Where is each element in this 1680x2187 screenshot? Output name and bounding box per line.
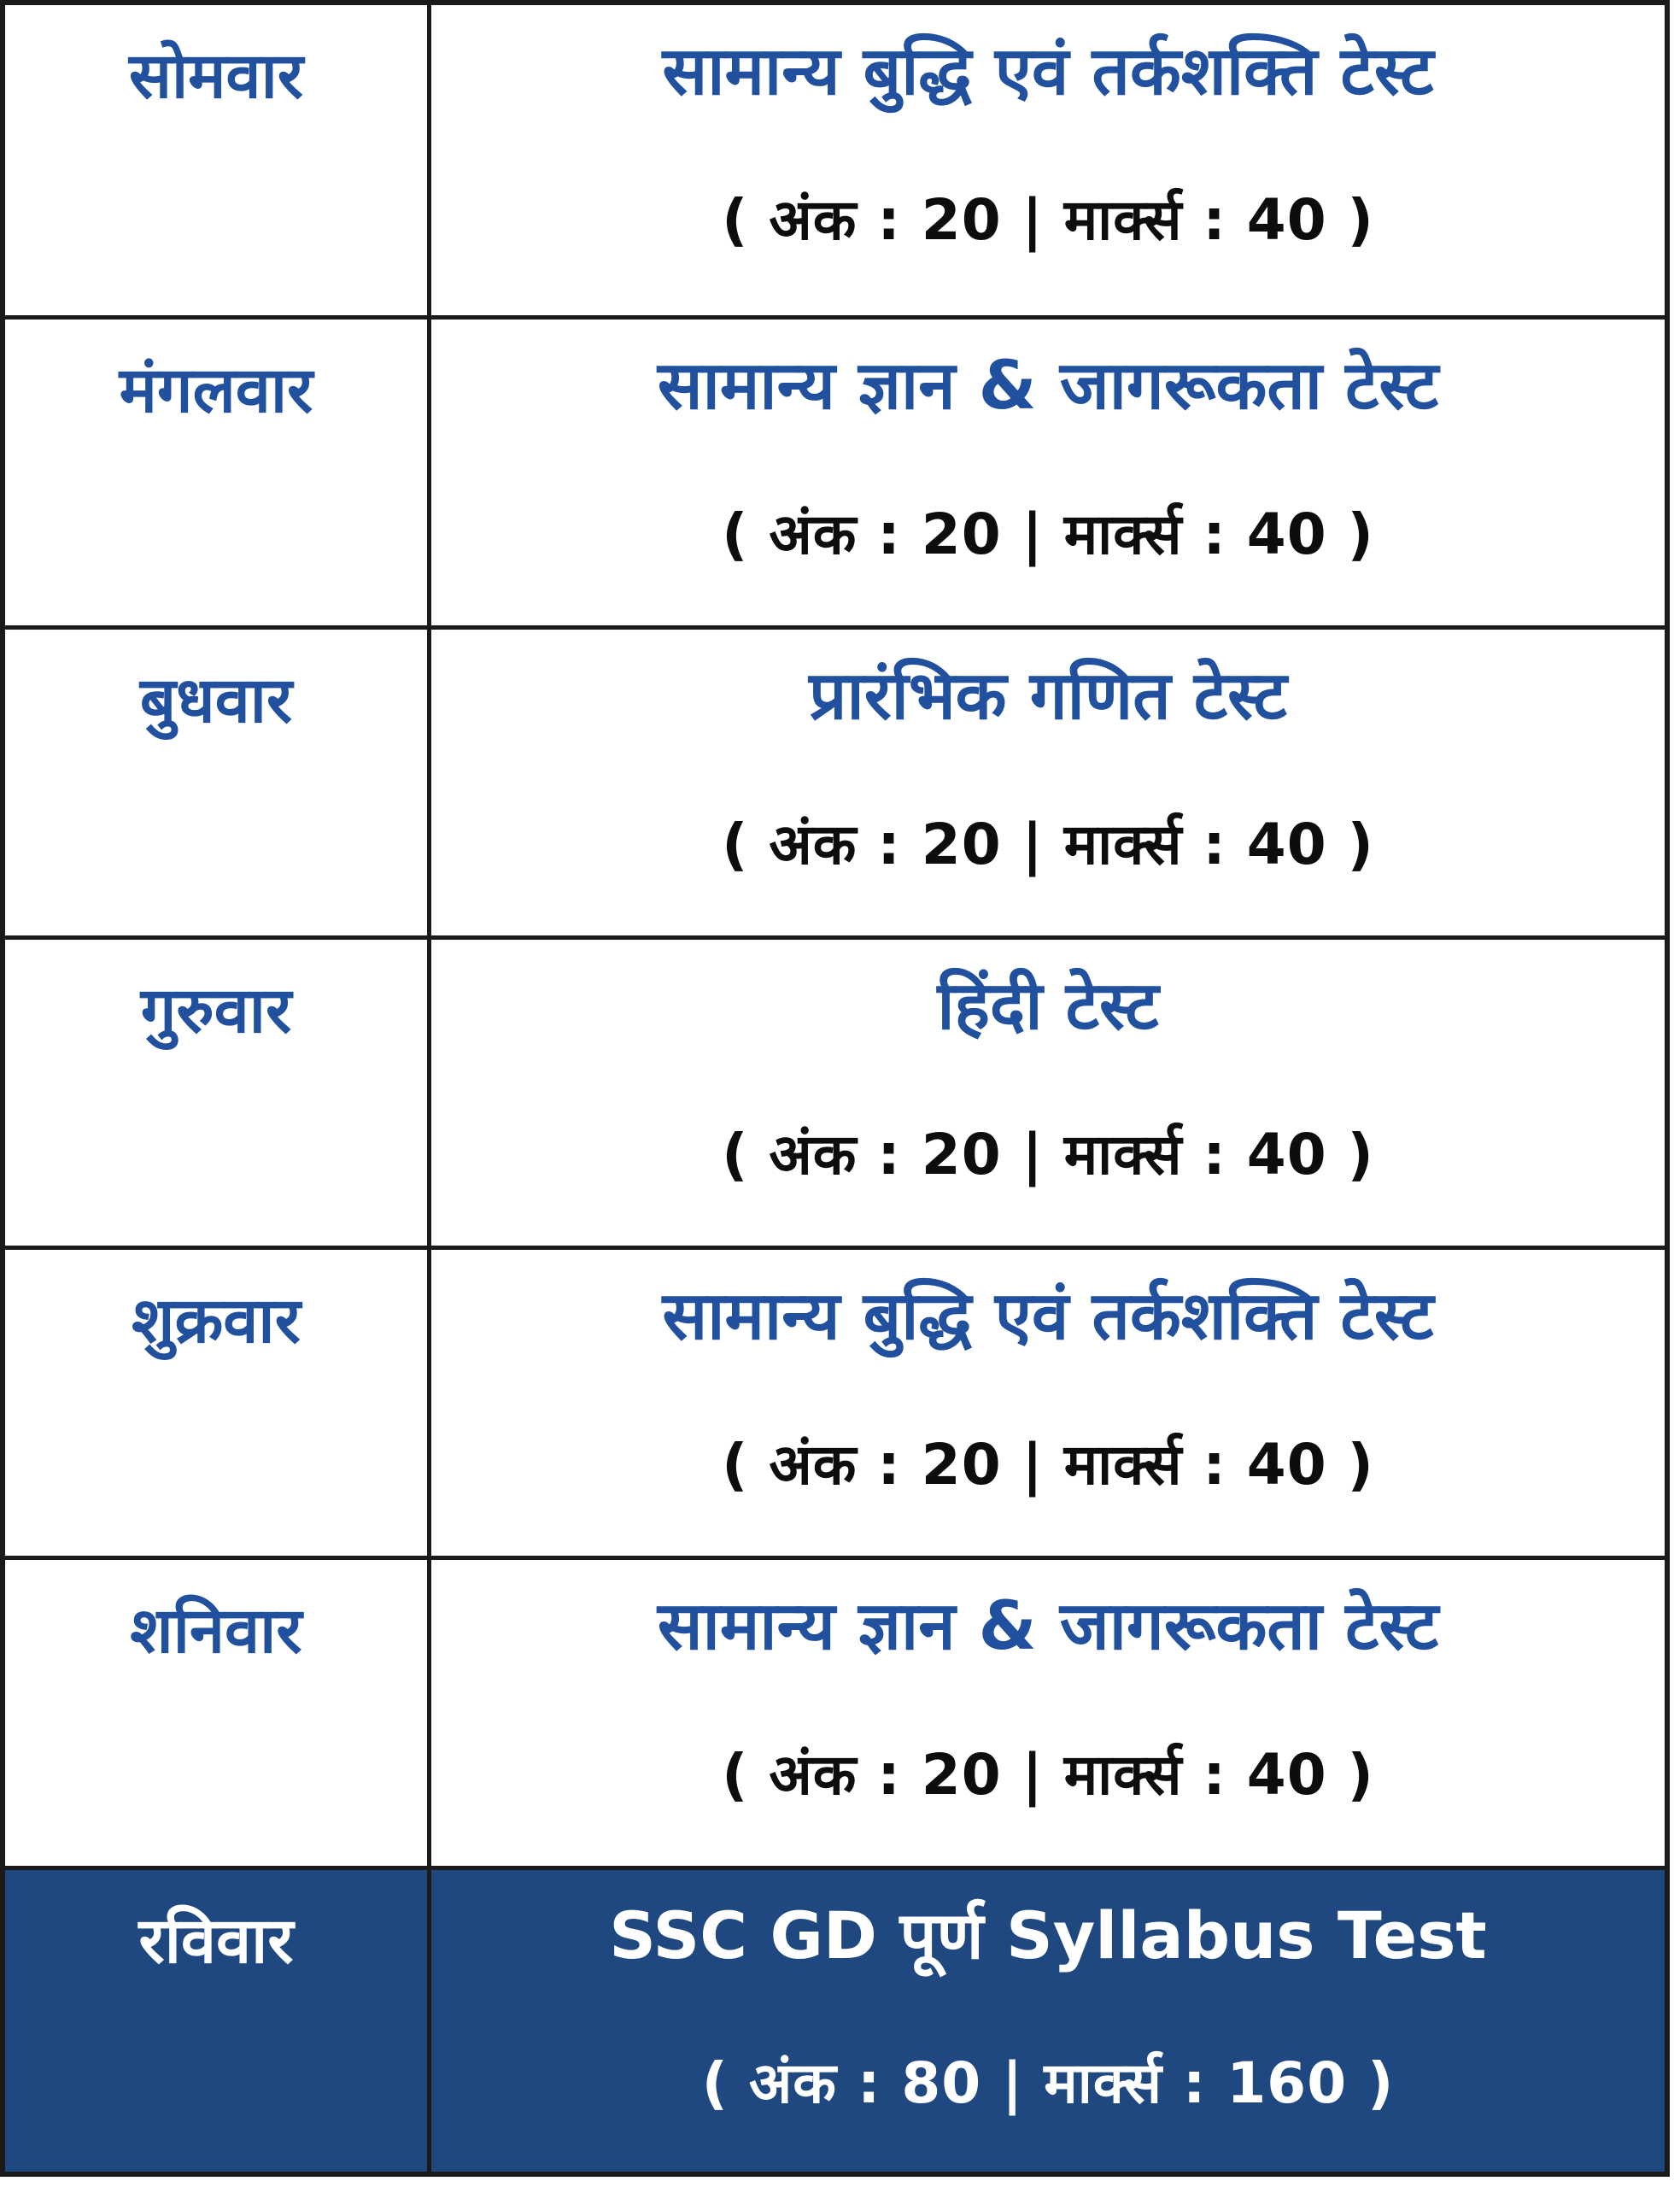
day-cell: रविवार [5,1870,431,2172]
test-title: हिंदी टेस्ट [937,968,1159,1045]
table-row: शनिवार सामान्य ज्ञान & जागरूकता टेस्ट ( … [5,1556,1665,1866]
table-row: गुरुवार हिंदी टेस्ट ( अंक : 20 | मार्क्स… [5,935,1665,1246]
table-row: शुक्रवार सामान्य बुद्धि एवं तर्कशक्ति टे… [5,1246,1665,1556]
test-title: सामान्य बुद्धि एवं तर्कशक्ति टेस्ट [662,33,1434,110]
test-cell: SSC GD पूर्ण Syllabus Test ( अंक : 80 | … [431,1870,1665,2172]
test-marks: ( अंक : 80 | मार्क्स : 160 ) [701,2049,1395,2116]
day-label: गुरुवार [140,974,292,1047]
test-marks: ( अंक : 20 | मार्क्स : 40 ) [722,812,1374,878]
test-marks: ( अंक : 20 | मार्क्स : 40 ) [722,1742,1374,1809]
day-cell: मंगलवार [5,320,431,625]
table-row: मंगलवार सामान्य ज्ञान & जागरूकता टेस्ट (… [5,315,1665,625]
test-cell: सामान्य ज्ञान & जागरूकता टेस्ट ( अंक : 2… [431,320,1665,625]
test-marks: ( अंक : 20 | मार्क्स : 40 ) [722,1122,1374,1188]
day-label: रविवार [138,1904,294,1978]
day-label: सोमवार [128,39,304,113]
test-marks: ( अंक : 20 | मार्क्स : 40 ) [722,187,1374,254]
test-marks: ( अंक : 20 | मार्क्स : 40 ) [722,501,1374,568]
test-marks: ( अंक : 20 | मार्क्स : 40 ) [722,1432,1374,1498]
table-row: सोमवार सामान्य बुद्धि एवं तर्कशक्ति टेस्… [5,5,1665,315]
day-label: मंगलवार [119,354,313,427]
day-cell: गुरुवार [5,940,431,1246]
test-cell: प्रारंभिक गणित टेस्ट ( अंक : 20 | मार्क्… [431,630,1665,935]
test-title: प्रारंभिक गणित टेस्ट [809,658,1287,735]
test-cell: सामान्य बुद्धि एवं तर्कशक्ति टेस्ट ( अंक… [431,1250,1665,1556]
day-cell: सोमवार [5,5,431,315]
table-row: बुधवार प्रारंभिक गणित टेस्ट ( अंक : 20 |… [5,625,1665,935]
test-cell: सामान्य ज्ञान & जागरूकता टेस्ट ( अंक : 2… [431,1560,1665,1866]
day-cell: शुक्रवार [5,1250,431,1556]
day-label: शनिवार [130,1594,302,1668]
day-label: बुधवार [139,664,293,737]
test-title: सामान्य ज्ञान & जागरूकता टेस्ट [657,348,1439,425]
day-label: शुक्रवार [132,1284,301,1357]
test-cell: सामान्य बुद्धि एवं तर्कशक्ति टेस्ट ( अंक… [431,5,1665,315]
table-row: रविवार SSC GD पूर्ण Syllabus Test ( अंक … [5,1866,1665,2172]
day-cell: बुधवार [5,630,431,935]
test-title: SSC GD पूर्ण Syllabus Test [609,1897,1487,1973]
test-cell: हिंदी टेस्ट ( अंक : 20 | मार्क्स : 40 ) [431,940,1665,1246]
test-title: सामान्य बुद्धि एवं तर्कशक्ति टेस्ट [662,1278,1434,1355]
test-title: सामान्य ज्ञान & जागरूकता टेस्ट [657,1588,1439,1665]
day-cell: शनिवार [5,1560,431,1866]
